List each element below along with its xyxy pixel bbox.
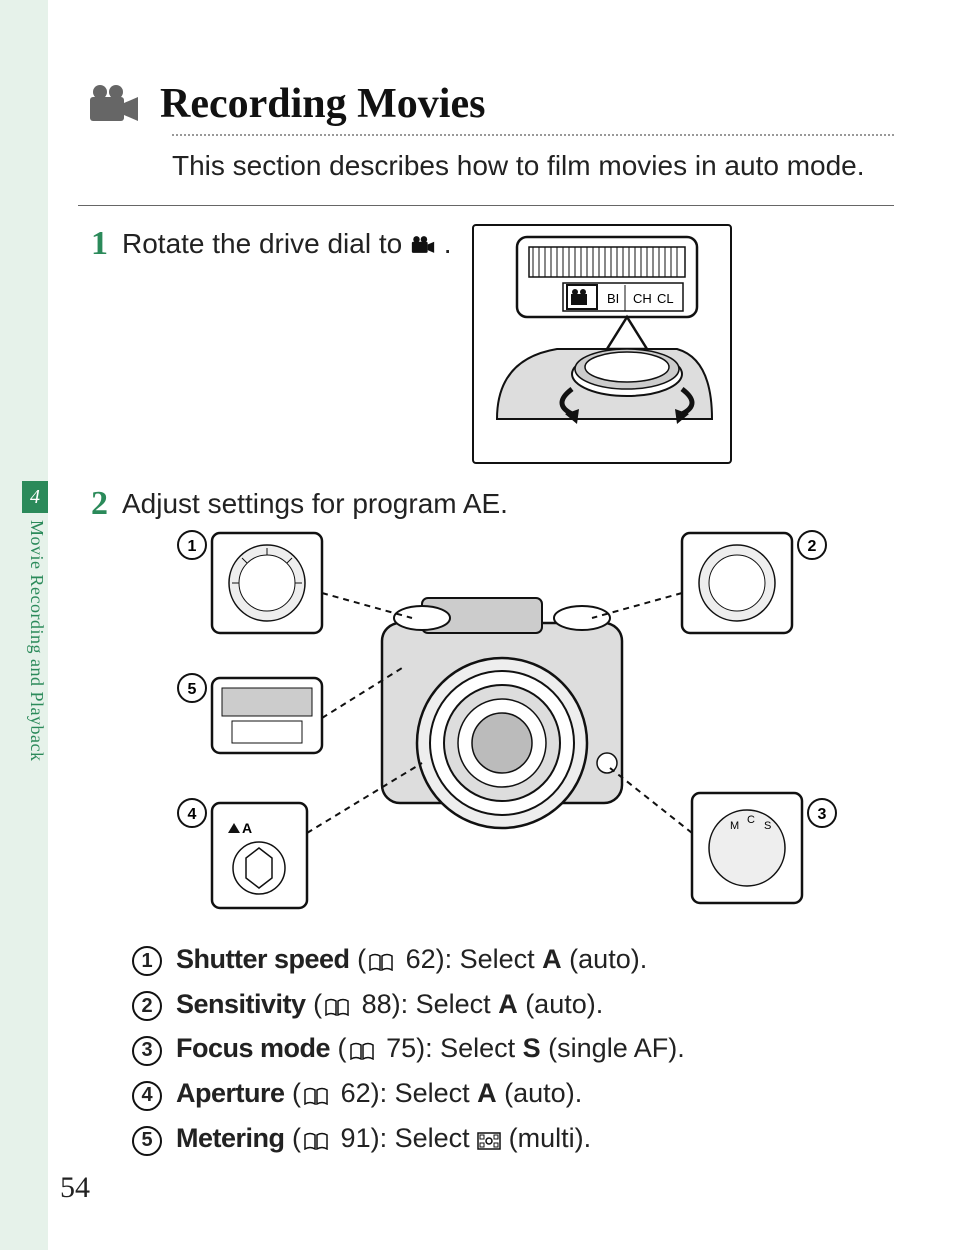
setting-select-bold: A <box>498 989 518 1019</box>
svg-text:S: S <box>764 820 771 832</box>
setting-page: 62 <box>406 944 436 974</box>
setting-select-pre: Select <box>416 989 499 1019</box>
metering-multi-icon <box>477 1121 501 1163</box>
setting-row: 3 Focus mode ( 75): Select S (single AF)… <box>132 1028 894 1073</box>
chapter-title-vertical: Movie Recording and Playback <box>26 520 47 761</box>
chapter-tab: 4 <box>22 481 48 513</box>
step-1: 1 Rotate the drive dial to . <box>78 224 894 464</box>
step-2-text: Adjust settings for program AE. <box>122 484 894 523</box>
svg-text:M: M <box>730 820 739 832</box>
setting-select-post: (multi). <box>509 1123 592 1153</box>
setting-select-post: (auto). <box>562 944 648 974</box>
setting-page: 75 <box>386 1033 416 1063</box>
step-number: 1 <box>78 224 108 464</box>
book-icon <box>324 987 350 1029</box>
setting-select-pre: Select <box>440 1033 523 1063</box>
page-title: Recording Movies <box>160 80 485 128</box>
setting-row: 2 Sensitivity ( 88): Select A (auto). <box>132 984 894 1029</box>
page-content: Recording Movies This section describes … <box>48 0 954 1223</box>
setting-select-bold: A <box>542 944 562 974</box>
setting-name: Sensitivity <box>176 989 306 1019</box>
legend-number-1: 1 <box>132 946 162 976</box>
figure-camera-settings: 1 2 5 <box>122 523 882 923</box>
setting-page: 88 <box>362 989 392 1019</box>
svg-text:C: C <box>747 814 755 826</box>
book-icon <box>368 942 394 984</box>
setting-name: Aperture <box>176 1078 285 1108</box>
setting-row: 1 Shutter speed ( 62): Select A (auto). <box>132 939 894 984</box>
book-icon <box>303 1121 329 1163</box>
step-number: 2 <box>78 484 108 1163</box>
setting-select-post: (single AF). <box>541 1033 685 1063</box>
setting-select-pre: Select <box>395 1078 478 1108</box>
camera-body-illustration <box>382 598 622 828</box>
setting-select-post: (auto). <box>497 1078 583 1108</box>
dial-label-cl: CL <box>657 291 674 306</box>
step-1-text-pre: Rotate the drive dial to <box>122 228 410 259</box>
page-number: 54 <box>60 1171 90 1205</box>
setting-select-pre: Select <box>395 1123 478 1153</box>
divider <box>78 205 894 206</box>
setting-name: Metering <box>176 1123 285 1153</box>
setting-page: 91 <box>341 1123 371 1153</box>
callout-2: 2 <box>808 538 817 555</box>
setting-name: Focus mode <box>176 1033 330 1063</box>
step-1-text-post: . <box>444 228 452 259</box>
setting-select-post: (auto). <box>518 989 604 1019</box>
setting-select-bold: S <box>523 1033 541 1063</box>
figure-drive-dial: BI CH CL <box>472 224 732 464</box>
settings-legend: 1 Shutter speed ( 62): Select A (auto). … <box>132 939 894 1163</box>
callout-5: 5 <box>188 681 197 698</box>
svg-text:A: A <box>242 820 252 836</box>
legend-number-3: 3 <box>132 1036 162 1066</box>
legend-number-2: 2 <box>132 991 162 1021</box>
dial-label-ch: CH <box>633 291 652 306</box>
step-1-text: Rotate the drive dial to . <box>122 224 452 263</box>
step-2: 2 Adjust settings for program AE. <box>78 484 894 1163</box>
book-icon <box>349 1031 375 1073</box>
setting-select-pre: Select <box>460 944 543 974</box>
legend-number-4: 4 <box>132 1081 162 1111</box>
callout-3: 3 <box>818 806 827 823</box>
dial-label-bi: BI <box>607 291 619 306</box>
movie-icon <box>86 83 142 125</box>
callout-4: 4 <box>188 806 197 823</box>
movie-icon-inline <box>410 228 444 259</box>
book-icon <box>303 1076 329 1118</box>
heading-row: Recording Movies <box>78 80 894 128</box>
setting-select-bold: A <box>477 1078 497 1108</box>
intro-paragraph: This section describes how to film movie… <box>172 146 894 187</box>
setting-row: 5 Metering ( 91): Select (multi). <box>132 1118 894 1163</box>
setting-page: 62 <box>341 1078 371 1108</box>
setting-name: Shutter speed <box>176 944 350 974</box>
setting-row: 4 Aperture ( 62): Select A (auto). <box>132 1073 894 1118</box>
title-underline-dotted <box>172 134 894 136</box>
callout-1: 1 <box>188 538 197 555</box>
legend-number-5: 5 <box>132 1126 162 1156</box>
